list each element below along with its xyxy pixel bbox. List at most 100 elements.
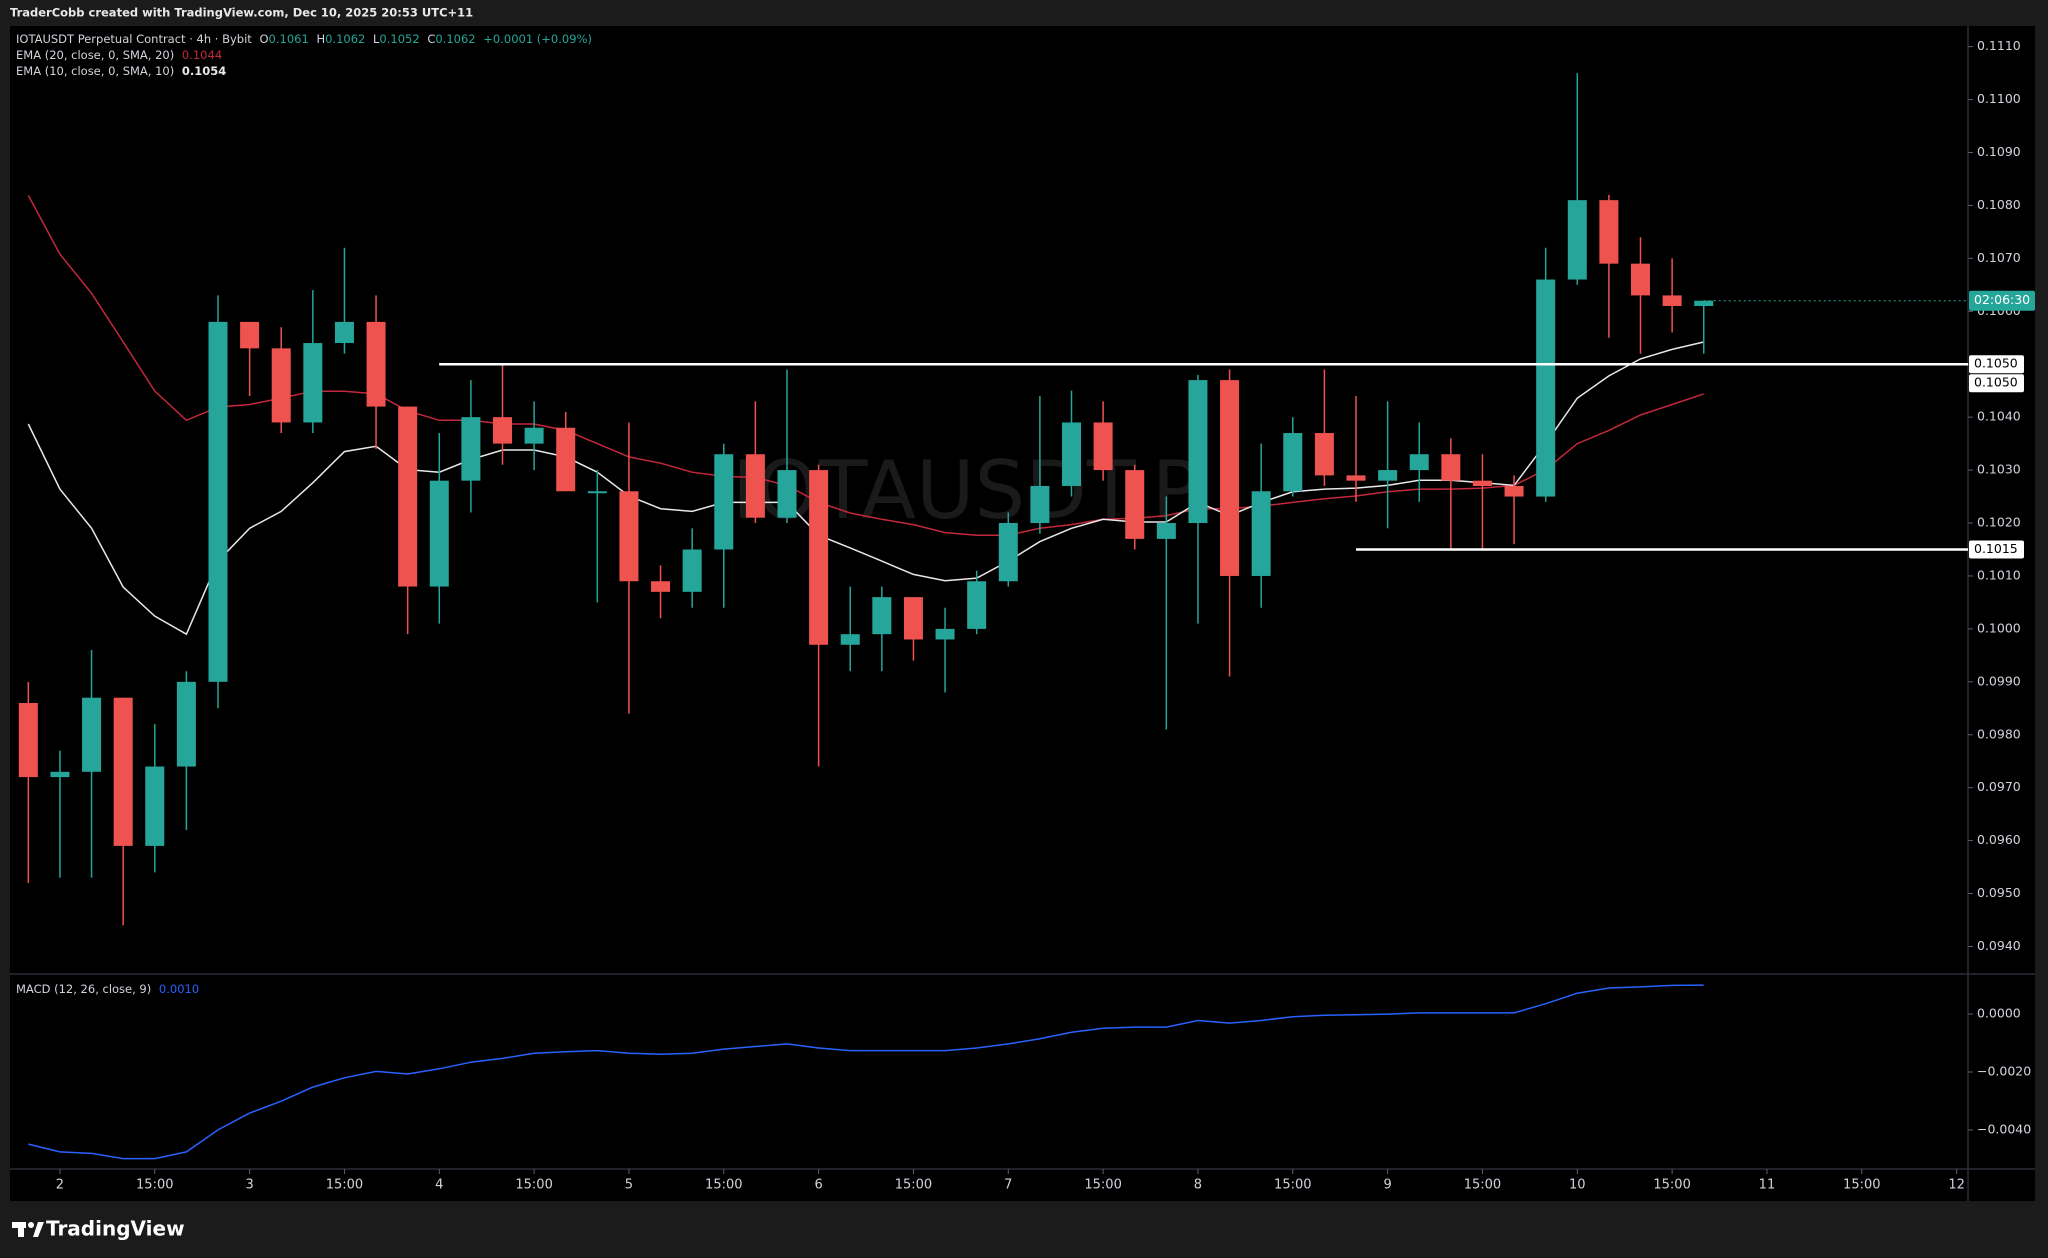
candle-body xyxy=(714,454,734,550)
symbol: IOTAUSDT Perpetual Contract · 4h · Bybit xyxy=(16,32,252,46)
candle-body xyxy=(1188,380,1208,524)
legend-value: 0.0010 xyxy=(158,982,200,996)
legend-value: 0.1044 xyxy=(181,48,223,62)
candle-body xyxy=(1314,433,1334,476)
y-tick-label: 0.1030 xyxy=(1977,462,2021,477)
candle-body xyxy=(1283,433,1303,492)
candle-body xyxy=(903,597,923,640)
x-tick-label: 15:00 xyxy=(1843,1178,1880,1193)
ohlc-value: 0.1062 xyxy=(325,32,366,46)
candle-body xyxy=(1504,485,1524,497)
candle-body xyxy=(1662,295,1682,307)
candle-body xyxy=(303,343,323,423)
y-tick-label: 0.0980 xyxy=(1977,726,2021,741)
x-tick-label: 7 xyxy=(1004,1178,1012,1193)
logo-mark xyxy=(33,1222,44,1237)
candle-body xyxy=(556,427,576,492)
y-tick-label: 0.0000 xyxy=(1977,1006,2021,1021)
x-tick-label: 10 xyxy=(1569,1178,1586,1193)
candle-body xyxy=(113,697,133,846)
y-tick-label: 0.1040 xyxy=(1977,409,2021,424)
candle-body xyxy=(619,491,639,582)
series-line xyxy=(28,984,1704,1160)
y-tick-label: 0.1010 xyxy=(1977,567,2021,582)
x-tick-label: 15:00 xyxy=(326,1178,363,1193)
price-label: 0.1015 xyxy=(1974,541,2018,556)
ohlc-value: 0.1062 xyxy=(435,32,476,46)
candle-body xyxy=(1030,485,1050,524)
x-tick-label: 15:00 xyxy=(895,1178,932,1193)
candle-body xyxy=(1567,200,1587,280)
candle-body xyxy=(176,681,196,767)
candle-body xyxy=(1251,491,1271,576)
y-tick-label: −0.0020 xyxy=(1977,1064,2031,1079)
y-tick-label: 0.1020 xyxy=(1977,515,2021,530)
y-tick-label: 0.1000 xyxy=(1977,620,2021,635)
change: +0.0001 (+0.09%) xyxy=(483,32,592,46)
price-label-box xyxy=(1969,355,2024,374)
y-tick-label: 0.0960 xyxy=(1977,832,2021,847)
x-tick-label: 3 xyxy=(245,1178,253,1193)
legend-value: 0.1054 xyxy=(181,64,227,78)
candle-body xyxy=(271,348,291,423)
x-tick-label: 15:00 xyxy=(705,1178,742,1193)
candle-body xyxy=(682,549,702,592)
candle-body xyxy=(145,766,165,846)
x-tick-label: 6 xyxy=(814,1178,822,1193)
candle-body xyxy=(1441,454,1461,481)
candle-body xyxy=(429,480,449,587)
price-label-box xyxy=(1969,540,2024,559)
legend-ema10: EMA (10, close, 0, SMA, 10) 0.1054 xyxy=(16,63,230,79)
x-tick-label: 11 xyxy=(1759,1178,1776,1193)
ohlc-label: H xyxy=(316,32,326,46)
candle-body xyxy=(240,321,260,349)
x-tick-label: 12 xyxy=(1948,1178,1965,1193)
candle-body xyxy=(1378,470,1398,481)
legend-entry: EMA (20, close, 0, SMA, 20) xyxy=(16,48,175,62)
candle-body xyxy=(840,634,860,645)
candle-body xyxy=(366,321,386,407)
plot: IOTAUSDT.P0.11100.11000.10900.10800.1070… xyxy=(10,26,2035,1201)
candle-body xyxy=(651,581,671,592)
attribution: TraderCobb created with TradingView.com,… xyxy=(10,6,473,20)
candle-body xyxy=(1125,470,1145,539)
logo-text: TradingView xyxy=(46,1217,185,1241)
x-tick-label: 4 xyxy=(435,1178,443,1193)
candle-body xyxy=(967,581,987,629)
candle-body xyxy=(872,597,892,635)
candle-body xyxy=(1694,300,1714,307)
candle-body xyxy=(1631,263,1651,296)
candle-body xyxy=(1599,200,1619,264)
candle-body xyxy=(998,523,1018,582)
legend-entry: MACD (12, 26, close, 9) xyxy=(16,982,152,996)
price-label: 0.1050 xyxy=(1974,356,2018,371)
candle-body xyxy=(1062,422,1082,486)
x-tick-label: 15:00 xyxy=(515,1178,552,1193)
x-tick-label: 9 xyxy=(1383,1178,1391,1193)
legend-ema20: EMA (20, close, 0, SMA, 20) 0.1044 xyxy=(16,47,226,63)
y-tick-label: 0.1110 xyxy=(1977,38,2021,53)
logo-mark xyxy=(28,1222,34,1228)
x-tick-label: 15:00 xyxy=(136,1178,173,1193)
y-tick-label: −0.0040 xyxy=(1977,1121,2031,1136)
candle-body xyxy=(461,417,481,481)
candle-body xyxy=(334,321,354,344)
legend-symbol: IOTAUSDT Perpetual Contract · 4h · Bybit… xyxy=(16,31,596,47)
candle-body xyxy=(208,321,228,682)
candle-body xyxy=(493,417,513,444)
x-tick-label: 15:00 xyxy=(1274,1178,1311,1193)
y-tick-label: 0.1100 xyxy=(1977,91,2021,106)
candle-body xyxy=(1093,422,1113,471)
y-tick-label: 0.1090 xyxy=(1977,144,2021,159)
candle-body xyxy=(50,771,70,778)
x-tick-label: 15:00 xyxy=(1084,1178,1121,1193)
candle-body xyxy=(1156,523,1176,539)
candle-body xyxy=(524,427,544,444)
y-tick-label: 0.0950 xyxy=(1977,885,2021,900)
ohlc-label: L xyxy=(373,32,380,46)
x-tick-label: 15:00 xyxy=(1653,1178,1690,1193)
candle-body xyxy=(18,702,38,778)
candle-body xyxy=(587,491,607,494)
candle-body xyxy=(1409,454,1429,471)
